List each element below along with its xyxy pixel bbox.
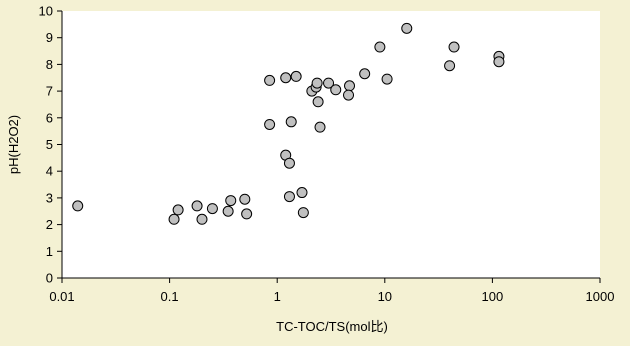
x-axis-label: TC-TOC/TS(mol比) [276, 319, 388, 334]
data-point [493, 56, 505, 68]
data-point [196, 213, 208, 225]
y-tick-label: 5 [46, 137, 53, 152]
data-point [206, 203, 218, 215]
x-tick-label: 10 [378, 289, 392, 304]
y-tick-label: 9 [46, 30, 53, 45]
data-point [297, 207, 309, 219]
data-point [239, 193, 251, 205]
y-tick-label: 8 [46, 57, 53, 72]
data-point [280, 72, 292, 84]
y-tick-label: 0 [46, 271, 53, 286]
data-point [344, 80, 356, 92]
data-point [343, 89, 355, 101]
data-point [168, 213, 180, 225]
y-tick-label: 7 [46, 84, 53, 99]
y-axis: 0 1 2 3 4 5 6 7 8 9 10 [39, 4, 63, 286]
data-point [314, 121, 326, 133]
x-axis: 0.01 0.1 1 10 100 1000 [49, 277, 615, 304]
data-point [264, 74, 276, 86]
data-point [401, 22, 413, 34]
y-axis-label: pH(H2O2) [6, 115, 21, 174]
data-point [72, 200, 84, 212]
data-point [311, 77, 323, 89]
y-tick-label: 4 [46, 164, 53, 179]
plot-area [62, 11, 600, 278]
x-tick-label: 100 [482, 289, 504, 304]
data-point [264, 118, 276, 130]
data-point [381, 73, 393, 85]
data-point [323, 77, 335, 89]
x-tick-label: 0.01 [49, 289, 74, 304]
y-tick-label: 6 [46, 110, 53, 125]
data-point [296, 187, 308, 199]
data-point [241, 208, 253, 220]
x-tick-label: 0.1 [161, 289, 179, 304]
data-point [285, 116, 297, 128]
data-point [448, 41, 460, 53]
y-tick-label: 3 [46, 190, 53, 205]
data-point [191, 200, 203, 212]
data-point [283, 191, 295, 203]
data-point [444, 60, 456, 72]
data-point [290, 70, 302, 82]
x-tick-label: 1 [274, 289, 281, 304]
x-tick-label: 1000 [586, 289, 615, 304]
y-tick-label: 10 [39, 4, 53, 19]
data-point [283, 157, 295, 169]
data-point [312, 96, 324, 108]
data-point [374, 41, 386, 53]
data-point [330, 84, 342, 96]
y-tick-label: 2 [46, 217, 53, 232]
data-point [225, 195, 237, 207]
data-point [359, 68, 371, 80]
data-points [72, 22, 505, 225]
y-tick-label: 1 [46, 244, 53, 259]
data-point [222, 205, 234, 217]
data-point [172, 204, 184, 216]
